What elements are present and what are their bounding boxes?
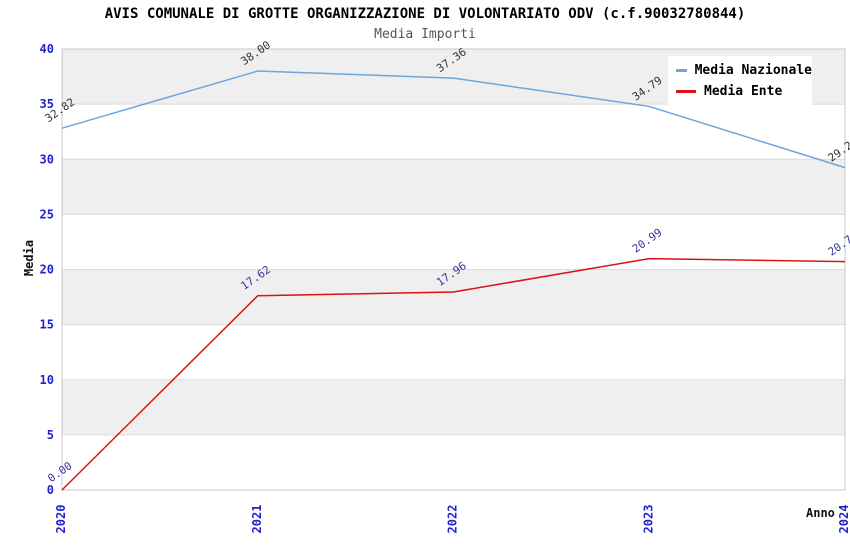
y-tick-label: 20 xyxy=(40,263,54,277)
legend-swatch-media-nazionale xyxy=(676,69,687,72)
chart-subtitle: Media Importi xyxy=(374,27,476,42)
x-tick-label: 2024 xyxy=(837,505,850,534)
y-tick-label: 35 xyxy=(40,97,54,111)
legend-swatch-media-ente xyxy=(676,90,696,93)
legend-label-media-nazionale: Media Nazionale xyxy=(694,63,812,78)
x-tick-label: 2021 xyxy=(250,505,264,534)
x-tick-label: 2023 xyxy=(641,505,655,534)
y-axis-title: Media xyxy=(22,239,36,277)
x-tick-label: 2020 xyxy=(54,505,68,534)
y-tick-label: 15 xyxy=(40,318,54,332)
series-line-0 xyxy=(61,70,846,169)
y-tick-label: 30 xyxy=(40,152,54,166)
legend: Media Nazionale Media Ente xyxy=(668,56,812,106)
y-tick-label: 40 xyxy=(40,42,54,56)
series-line-1 xyxy=(61,257,846,491)
legend-item-media-nazionale: Media Nazionale xyxy=(668,63,812,78)
legend-label-media-ente: Media Ente xyxy=(704,84,783,99)
y-tick-label: 5 xyxy=(47,428,54,442)
x-axis-title: Anno xyxy=(806,506,835,520)
plot-band xyxy=(62,159,845,215)
legend-item-media-ente: Media Ente xyxy=(668,84,812,99)
y-tick-label: 25 xyxy=(40,207,54,221)
plot-border xyxy=(61,48,846,491)
plot-band xyxy=(62,434,845,490)
plot-band xyxy=(62,214,845,270)
plot-band xyxy=(62,269,845,325)
y-tick-label: 0 xyxy=(47,483,54,497)
x-tick-label: 2022 xyxy=(446,505,460,534)
plot-band xyxy=(62,379,845,435)
plot-band xyxy=(62,324,845,380)
plot-band xyxy=(62,104,845,160)
y-tick-label: 10 xyxy=(40,373,54,387)
chart-title: AVIS COMUNALE DI GROTTE ORGANIZZAZIONE D… xyxy=(104,6,746,22)
